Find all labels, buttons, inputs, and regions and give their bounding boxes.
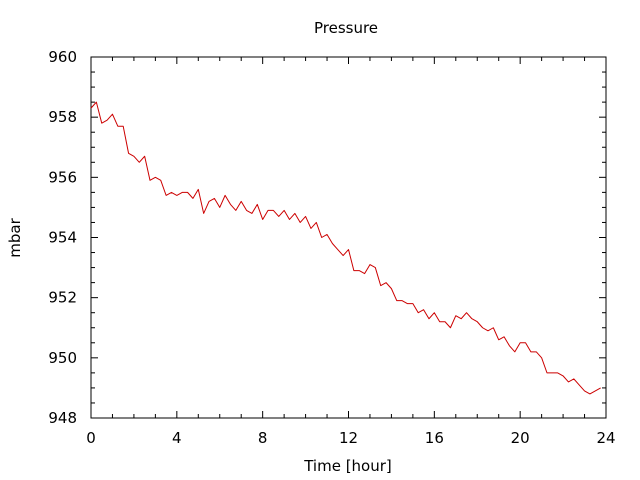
x-axis-label: Time [hour] bbox=[303, 457, 392, 475]
x-tick-label: 4 bbox=[172, 429, 182, 447]
x-tick-label: 0 bbox=[86, 429, 96, 447]
y-tick-label: 956 bbox=[48, 168, 77, 186]
plot-frame bbox=[90, 56, 607, 419]
x-tick-label: 16 bbox=[425, 429, 444, 447]
y-axis-label: mbar bbox=[6, 217, 24, 257]
y-tick-label: 960 bbox=[48, 48, 77, 66]
x-tick-label: 20 bbox=[511, 429, 530, 447]
x-tick-label: 24 bbox=[596, 429, 615, 447]
x-tick-label: 12 bbox=[339, 429, 358, 447]
plot-area: 0 4 8 12 16 20 24 948 950 952 954 956 958 960 bbox=[48, 48, 615, 447]
x-tick-label: 8 bbox=[258, 429, 268, 447]
chart-title: Pressure bbox=[314, 19, 378, 37]
y-tick-label: 954 bbox=[48, 229, 77, 247]
y-tick-label: 952 bbox=[48, 289, 77, 307]
y-tick-label: 958 bbox=[48, 108, 77, 126]
y-tick-label: 950 bbox=[48, 349, 77, 367]
pressure-series-line bbox=[90, 101, 601, 395]
y-tick-label: 948 bbox=[48, 409, 77, 427]
